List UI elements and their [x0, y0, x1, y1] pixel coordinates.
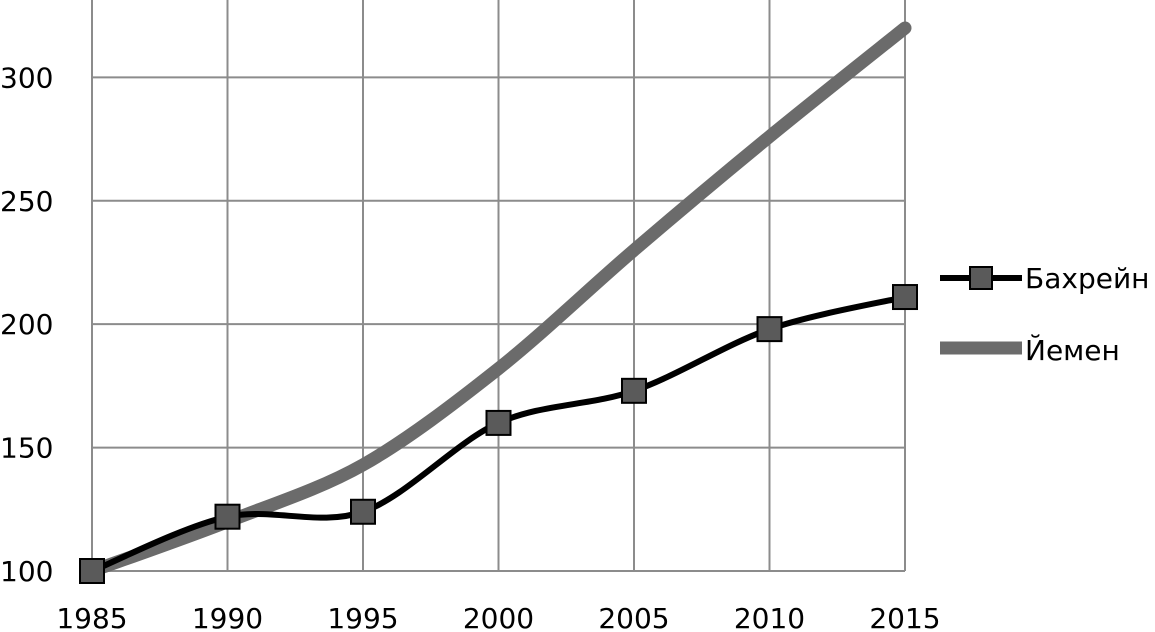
- x-tick-label: 2015: [869, 602, 940, 632]
- legend-marker-bahrain: [969, 266, 993, 290]
- y-tick-label: 100: [0, 555, 53, 588]
- y-tick-label: 300: [0, 61, 53, 94]
- bahrain-point-2005: [621, 377, 647, 404]
- y-tick-label: 200: [0, 308, 53, 341]
- y-tick-label: 250: [0, 185, 53, 218]
- x-tick-label: 1990: [192, 602, 263, 632]
- x-tick-label: 1995: [327, 602, 398, 632]
- legend-item-bahrain: Бахрейн: [940, 262, 1149, 295]
- y-axis-ticks: 100 150 200 250 300: [0, 61, 53, 588]
- legend-item-yemen: Йемен: [940, 333, 1120, 367]
- legend: Бахрейн Йемен: [940, 262, 1149, 367]
- y-tick-label: 150: [0, 432, 53, 465]
- bahrain-point-1990: [214, 503, 241, 530]
- series-layer: [79, 21, 918, 584]
- x-axis-ticks: 1985 1990 1995 2000 2005 2010 2015: [56, 602, 940, 632]
- legend-label-bahrain: Бахрейн: [1025, 262, 1149, 295]
- bahrain-point-1995: [350, 498, 376, 525]
- bahrain-point-2000: [485, 409, 512, 436]
- x-tick-label: 2010: [734, 602, 805, 632]
- bahrain-point-2015: [892, 284, 918, 311]
- legend-label-yemen: Йемен: [1025, 333, 1120, 367]
- bahrain-point-2010: [756, 316, 783, 343]
- x-tick-label: 2005: [598, 602, 669, 632]
- x-tick-label: 1985: [56, 602, 127, 632]
- x-tick-label: 2000: [463, 602, 534, 632]
- bahrain-point-1985: [79, 558, 105, 584]
- grid: [91, 0, 906, 572]
